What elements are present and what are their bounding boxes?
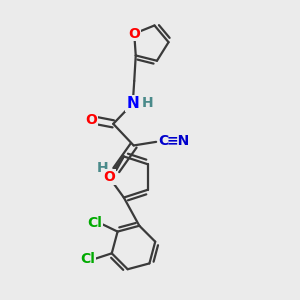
- Text: H: H: [97, 161, 109, 175]
- Text: ≡N: ≡N: [167, 134, 190, 148]
- Text: O: O: [103, 170, 115, 184]
- Text: H: H: [141, 96, 153, 110]
- Text: Cl: Cl: [81, 252, 95, 266]
- Text: O: O: [128, 27, 140, 40]
- Text: N: N: [126, 96, 139, 111]
- Text: O: O: [85, 113, 97, 127]
- Text: Cl: Cl: [87, 217, 102, 230]
- Text: C: C: [159, 134, 169, 148]
